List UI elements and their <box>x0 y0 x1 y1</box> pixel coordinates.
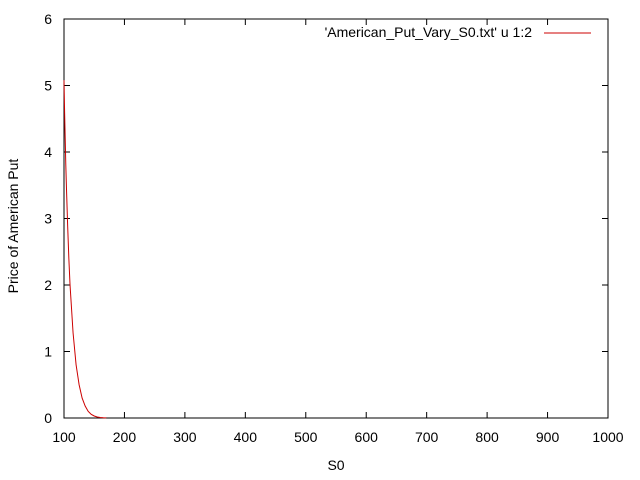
x-tick-label: 100 <box>52 429 76 445</box>
x-tick-label: 500 <box>294 429 318 445</box>
x-tick-label: 400 <box>234 429 258 445</box>
y-tick-label: 6 <box>44 11 52 27</box>
y-tick-label: 3 <box>44 211 52 227</box>
y-axis-label: Price of American Put <box>5 159 21 294</box>
x-tick-label: 900 <box>536 429 560 445</box>
x-tick-label: 600 <box>355 429 379 445</box>
plot-frame <box>63 18 609 419</box>
series-layer <box>63 80 107 419</box>
x-tick-label: 700 <box>415 429 439 445</box>
y-tick-label: 4 <box>44 144 52 160</box>
y-axis-ticks: 0 1 2 3 4 5 6 <box>44 11 608 426</box>
x-axis-label: S0 <box>327 457 344 473</box>
series-line-0 <box>63 80 107 419</box>
x-tick-label: 1000 <box>592 429 623 445</box>
y-tick-label: 1 <box>44 344 52 360</box>
x-tick-label: 800 <box>475 429 499 445</box>
y-tick-label: 5 <box>44 78 52 94</box>
y-tick-label: 2 <box>44 277 52 293</box>
x-axis-ticks: 100 200 300 400 500 600 700 800 900 1000 <box>52 19 624 445</box>
legend-label: 'American_Put_Vary_S0.txt' u 1:2 <box>325 24 533 40</box>
legend: 'American_Put_Vary_S0.txt' u 1:2 <box>325 24 591 40</box>
y-tick-label: 0 <box>44 410 52 426</box>
x-tick-label: 200 <box>113 429 137 445</box>
x-tick-label: 300 <box>173 429 197 445</box>
